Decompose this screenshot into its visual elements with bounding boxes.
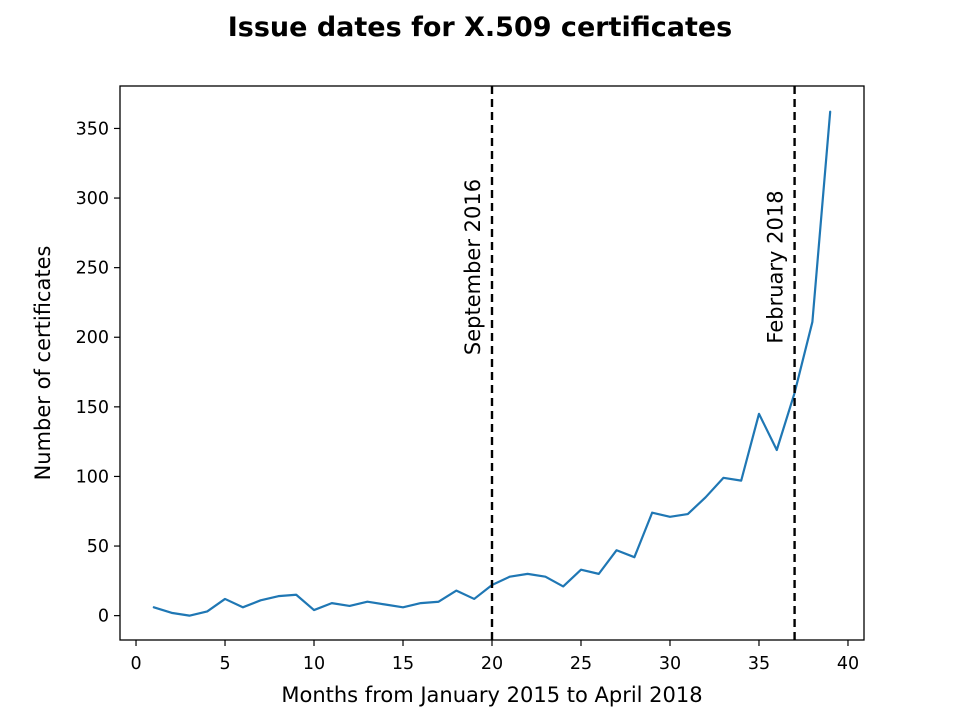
x-tick-label: 30: [659, 654, 681, 674]
annotation-label: September 2016: [461, 179, 485, 355]
x-tick-label: 15: [392, 654, 414, 674]
y-tick-label: 200: [76, 328, 109, 348]
y-tick-label: 50: [87, 537, 109, 557]
y-tick-label: 100: [76, 467, 109, 487]
chart-title: Issue dates for X.509 certificates: [228, 12, 733, 43]
y-tick-label: 250: [76, 259, 109, 279]
x-axis-label: Months from January 2015 to April 2018: [281, 683, 702, 707]
x-tick-label: 25: [570, 654, 592, 674]
y-tick-label: 0: [98, 607, 109, 627]
annotation-label: February 2018: [764, 190, 788, 343]
y-axis-ticks: 0 50 100 150 200 250 300 350: [76, 119, 120, 627]
x-axis-ticks: 0 5 10 15 20 25 30 35 40: [130, 640, 859, 674]
y-axis-label: Number of certificates: [31, 246, 55, 481]
y-tick-label: 150: [76, 398, 109, 418]
y-tick-label: 350: [76, 119, 109, 139]
x-tick-label: 35: [748, 654, 770, 674]
x-tick-label: 5: [219, 654, 230, 674]
y-tick-label: 300: [76, 189, 109, 209]
x-tick-label: 10: [303, 654, 325, 674]
x-tick-label: 20: [481, 654, 503, 674]
x-tick-label: 0: [130, 654, 141, 674]
x-tick-label: 40: [837, 654, 859, 674]
annotation-layer: September 2016 February 2018: [461, 86, 796, 640]
